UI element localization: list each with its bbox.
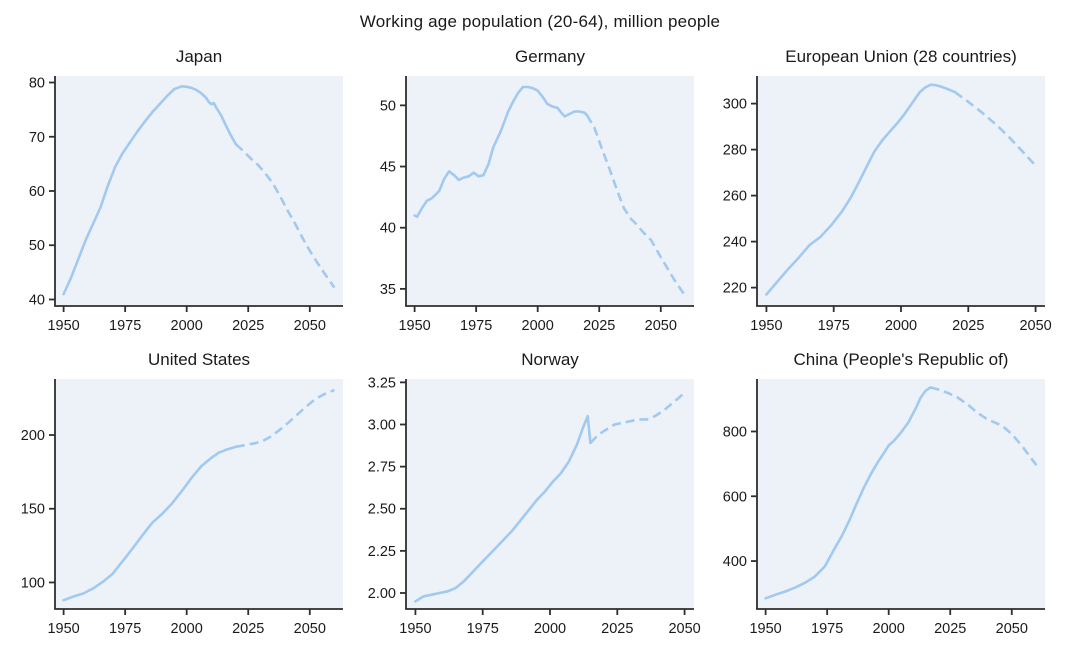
svg-text:50: 50	[29, 238, 45, 254]
svg-text:150: 150	[21, 502, 45, 518]
svg-text:40: 40	[29, 292, 45, 308]
svg-text:60: 60	[29, 184, 45, 200]
japan-line-plot: 40 50 60 70 80 1950 1975 2000 2025 2050	[29, 76, 343, 334]
china-line-plot: 400 600 800 1950 1975 2000 2025 2050	[723, 379, 1045, 637]
svg-text:400: 400	[723, 554, 747, 570]
svg-text:3.00: 3.00	[368, 417, 396, 433]
svg-text:1950: 1950	[47, 318, 79, 334]
european-union-line-plot: 220 240 260 280 300 1950 1975 2000 2025 2050	[723, 76, 1052, 334]
svg-text:2050: 2050	[668, 621, 700, 637]
svg-text:1950: 1950	[749, 621, 781, 637]
svg-text:2050: 2050	[645, 318, 677, 334]
subplot-title: Japan	[175, 47, 223, 66]
subplot-title: Germany	[515, 47, 585, 66]
svg-text:2.25: 2.25	[368, 544, 396, 560]
subplot-grid: Japan 40 50 60 70 80 1950 1975 2000 2025 2050 Ger…	[0, 44, 1080, 646]
svg-text:260: 260	[723, 189, 747, 205]
svg-text:2025: 2025	[232, 318, 264, 334]
subplot-european-union: European Union (28 countries) 220 240 260 2…	[712, 44, 1057, 343]
svg-text:2.50: 2.50	[368, 502, 396, 518]
svg-text:2025: 2025	[232, 621, 264, 637]
svg-text:2000: 2000	[522, 318, 554, 334]
subplot-norway: Norway 2.00 2.25 2.50 2.75 3.00 3.25 1950 1975 2…	[361, 347, 706, 646]
svg-text:2025: 2025	[952, 318, 984, 334]
svg-text:2025: 2025	[583, 318, 615, 334]
svg-text:1975: 1975	[818, 318, 850, 334]
svg-text:2050: 2050	[996, 621, 1028, 637]
svg-text:2.75: 2.75	[368, 460, 396, 476]
subplot-title: European Union (28 countries)	[785, 47, 1017, 66]
subplot-germany: Germany 35 40 45 50 1950 1975 2000 2025 2050	[361, 44, 706, 343]
subplot-title: United States	[147, 350, 251, 369]
svg-text:2050: 2050	[294, 621, 326, 637]
svg-text:100: 100	[21, 575, 45, 591]
svg-text:2050: 2050	[294, 318, 326, 334]
svg-text:1975: 1975	[109, 621, 141, 637]
svg-text:2000: 2000	[534, 621, 566, 637]
svg-text:800: 800	[723, 424, 747, 440]
svg-text:1975: 1975	[467, 621, 499, 637]
svg-text:1950: 1950	[399, 621, 431, 637]
svg-text:1975: 1975	[460, 318, 492, 334]
svg-text:200: 200	[21, 428, 45, 444]
subplot-title: China (People's Republic of)	[793, 350, 1009, 369]
subplot-title: Norway	[521, 350, 579, 369]
svg-text:1950: 1950	[47, 621, 79, 637]
svg-text:2025: 2025	[601, 621, 633, 637]
svg-text:600: 600	[723, 489, 747, 505]
svg-text:1950: 1950	[750, 318, 782, 334]
svg-text:1975: 1975	[811, 621, 843, 637]
subplot-united-states: United States 100 150 200 1950 1975 2000 2025 2…	[10, 347, 355, 646]
svg-text:2050: 2050	[1019, 318, 1051, 334]
svg-text:70: 70	[29, 130, 45, 146]
svg-text:80: 80	[29, 76, 45, 92]
svg-text:35: 35	[380, 282, 396, 298]
svg-text:2000: 2000	[171, 318, 203, 334]
svg-text:2000: 2000	[885, 318, 917, 334]
svg-text:240: 240	[723, 235, 747, 251]
svg-text:3.25: 3.25	[368, 375, 396, 391]
svg-text:1950: 1950	[398, 318, 430, 334]
norway-line-plot: 2.00 2.25 2.50 2.75 3.00 3.25 1950 1975 2000 2025…	[368, 375, 701, 637]
svg-text:50: 50	[380, 98, 396, 114]
svg-text:2000: 2000	[171, 621, 203, 637]
svg-text:1975: 1975	[109, 318, 141, 334]
svg-text:45: 45	[380, 160, 396, 176]
figure-title: Working age population (20-64), million …	[359, 12, 721, 31]
subplot-china: China (People's Republic of) 400 600 800 19…	[712, 347, 1057, 646]
svg-text:2000: 2000	[873, 621, 905, 637]
united-states-line-plot: 100 150 200 1950 1975 2000 2025 2050	[21, 379, 343, 637]
svg-text:280: 280	[723, 143, 747, 159]
svg-text:2025: 2025	[934, 621, 966, 637]
subplot-japan: Japan 40 50 60 70 80 1950 1975 2000 2025 2050	[10, 44, 355, 343]
svg-text:220: 220	[723, 281, 747, 297]
germany-line-plot: 35 40 45 50 1950 1975 2000 2025 2050	[380, 76, 694, 334]
svg-text:40: 40	[380, 221, 396, 237]
svg-text:2.00: 2.00	[368, 586, 396, 602]
svg-text:300: 300	[723, 97, 747, 113]
